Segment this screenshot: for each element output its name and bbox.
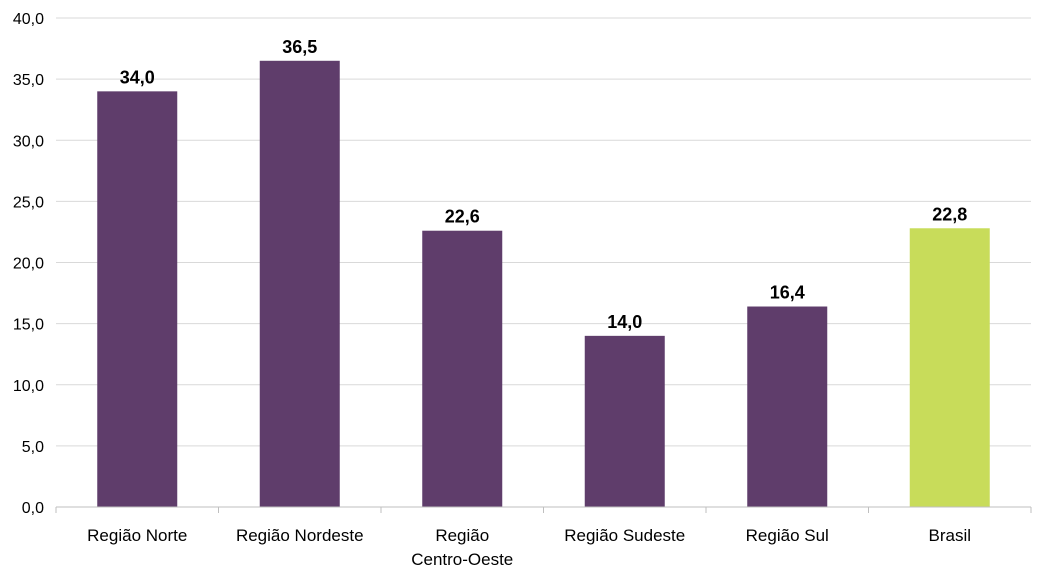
y-tick-label: 40,0: [13, 11, 44, 28]
bar: [259, 60, 340, 507]
data-label: 22,8: [932, 204, 967, 224]
data-label: 22,6: [445, 207, 480, 227]
x-tick-label: Região Nordeste: [236, 526, 364, 545]
x-axis: [55, 506, 1032, 513]
y-tick-label: 10,0: [13, 378, 44, 395]
bars: [97, 60, 990, 507]
data-label: 16,4: [770, 283, 805, 303]
y-tick-label: 5,0: [22, 439, 44, 456]
bar: [747, 306, 828, 507]
x-axis-category-labels: Região Norte Região Nordeste Região Centro-…: [87, 526, 971, 569]
data-label: 36,5: [282, 37, 317, 57]
x-tick-label: Região: [435, 526, 489, 545]
x-tick-label: Região Sudeste: [564, 526, 685, 545]
bar: [584, 335, 665, 507]
y-tick-label: 20,0: [13, 256, 44, 273]
data-label: 14,0: [607, 312, 642, 332]
x-tick-label: Região Norte: [87, 526, 187, 545]
data-label: 34,0: [120, 67, 155, 87]
bar: [422, 230, 503, 507]
y-tick-label: 15,0: [13, 317, 44, 334]
x-tick-label: Brasil: [928, 526, 971, 545]
y-tick-label: 0,0: [22, 500, 44, 517]
y-tick-label: 35,0: [13, 72, 44, 89]
y-tick-label: 30,0: [13, 133, 44, 150]
y-axis-tick-labels: 0,0 5,0 10,0 15,0 20,0 25,0 30,0 35,0 40,0: [13, 11, 44, 517]
x-tick-label: Região Sul: [746, 526, 829, 545]
y-tick-label: 25,0: [13, 194, 44, 211]
x-tick-label: Centro-Oeste: [411, 550, 513, 569]
bar: [97, 91, 178, 507]
data-labels: 34,0 36,5 22,6 14,0 16,4 22,8: [120, 37, 968, 332]
bar: [909, 228, 990, 507]
gridlines: [56, 17, 1031, 447]
